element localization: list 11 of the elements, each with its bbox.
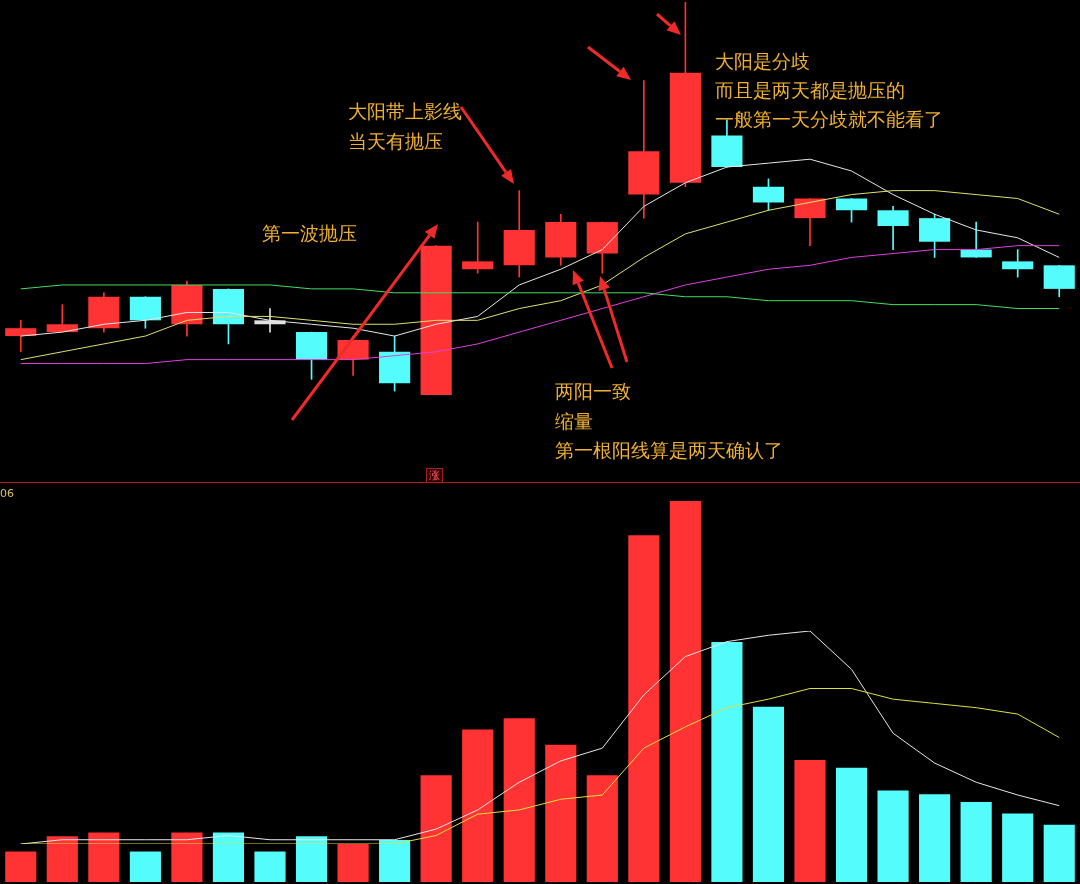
text: 涨 [426,468,443,483]
text: 06 [0,487,14,500]
annotation: 两阳一致 [555,380,631,402]
text: 缩量 [555,410,593,432]
annotation: 一般第一天分歧就不能看了 [715,108,943,130]
annotation: 大阳是分歧 [715,50,810,72]
annotation: 当天有抛压 [348,130,443,152]
annotation: 第一波抛压 [262,222,357,244]
text: 第一根阳线算是两天确认了 [555,439,783,461]
annotation: 大阳带上影线 [348,100,462,122]
annotation: 而且是两天都是抛压的 [715,79,905,101]
